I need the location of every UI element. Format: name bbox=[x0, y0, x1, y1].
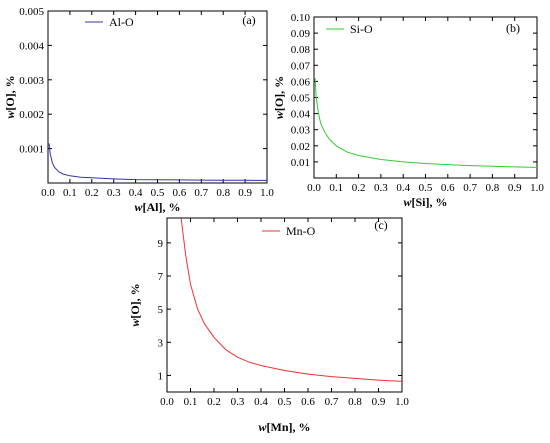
y-axis-label-var: w bbox=[3, 110, 17, 119]
x-tick-label: 0.6 bbox=[301, 396, 315, 408]
plot-frame bbox=[166, 217, 403, 393]
x-axis-label-rest: [Si], % bbox=[412, 195, 448, 209]
y-tick-label: 0.08 bbox=[291, 44, 311, 56]
panel-label: (b) bbox=[506, 21, 520, 35]
x-tick-label: 0.4 bbox=[254, 396, 268, 408]
x-tick-label: 0.6 bbox=[173, 187, 187, 199]
x-tick-label: 1.0 bbox=[260, 187, 274, 199]
y-tick-label: 0.03 bbox=[291, 125, 311, 137]
x-tick-label: 0.7 bbox=[463, 182, 477, 194]
plot-frame bbox=[47, 10, 268, 184]
x-axis-label-rest: [Mn], % bbox=[267, 420, 311, 434]
x-tick-label: 0.8 bbox=[348, 396, 362, 408]
y-tick-label: 5 bbox=[158, 304, 164, 316]
chart-panel-b: 0.0 0.1 0.2 0.3 0.4 0.5 0.6 0.7 0.8 0.9 1.0 0.01 0.0… bbox=[272, 12, 544, 209]
x-tick-label: 0.1 bbox=[329, 182, 343, 194]
x-tick-label: 0.0 bbox=[41, 187, 55, 199]
x-tick-label: 0.8 bbox=[216, 187, 230, 199]
x-tick-label: 0.6 bbox=[441, 182, 455, 194]
x-tick-label: 0.8 bbox=[486, 182, 500, 194]
x-tick-label: 0.1 bbox=[63, 187, 77, 199]
y-axis-label-rest: [O], % bbox=[128, 283, 142, 318]
y-axis-label-rest: [O], % bbox=[3, 75, 17, 110]
x-tick-label: 0.7 bbox=[194, 187, 208, 199]
x-tick-label: 0.1 bbox=[184, 396, 198, 408]
legend-label: Al-O bbox=[109, 15, 134, 29]
x-tick-label: 0.4 bbox=[396, 182, 410, 194]
series-line-al-o bbox=[48, 143, 267, 181]
plot-frame bbox=[313, 16, 538, 179]
panel-label: (a) bbox=[242, 13, 255, 27]
x-tick-label: 0.9 bbox=[238, 187, 252, 199]
x-tick-label: 0.0 bbox=[160, 396, 174, 408]
y-tick-label: 1 bbox=[158, 370, 164, 382]
y-tick-label: 0.07 bbox=[291, 60, 311, 72]
x-axis-label: w[Si], % bbox=[403, 195, 447, 209]
x-tick-label: 0.5 bbox=[419, 182, 433, 194]
y-tick-label: 0.02 bbox=[291, 141, 310, 153]
y-tick-label: 9 bbox=[158, 238, 164, 250]
x-axis-label-rest: [Al], % bbox=[143, 200, 181, 214]
y-tick-label: 0.06 bbox=[291, 76, 311, 88]
x-tick-label: 0.2 bbox=[85, 187, 99, 199]
y-tick-label: 0.003 bbox=[19, 75, 44, 87]
y-axis-label: w[O], % bbox=[3, 75, 17, 118]
x-tick-label: 0.9 bbox=[508, 182, 522, 194]
legend-label: Mn-O bbox=[286, 224, 316, 238]
x-axis-label-var: w bbox=[134, 200, 143, 214]
chart-panel-c: 0.0 0.1 0.2 0.3 0.4 0.5 0.6 0.7 0.8 0.9 1.0 1 3 5 7 9 Mn… bbox=[128, 217, 409, 434]
chart-panel-a: 0.0 0.1 0.2 0.3 0.4 0.5 0.6 0.7 0.8 0.9 1.0 0.001 0.… bbox=[3, 6, 274, 214]
y-tick-label: 7 bbox=[158, 271, 164, 283]
y-tick-label: 3 bbox=[158, 337, 164, 349]
x-tick-label: 1.0 bbox=[530, 182, 544, 194]
y-axis-label: w[O], % bbox=[272, 76, 286, 119]
y-tick-label: 0.04 bbox=[291, 109, 311, 121]
series-line-mn-o bbox=[180, 218, 402, 382]
y-axis-label-var: w bbox=[272, 110, 286, 119]
x-tick-label: 0.2 bbox=[207, 396, 221, 408]
x-axis-label-var: w bbox=[403, 195, 412, 209]
x-tick-label: 0.2 bbox=[352, 182, 366, 194]
x-tick-label: 0.3 bbox=[231, 396, 245, 408]
x-tick-label: 0.3 bbox=[374, 182, 388, 194]
y-tick-label: 0.005 bbox=[19, 6, 44, 18]
legend-label: Si-O bbox=[350, 22, 373, 36]
x-tick-label: 0.7 bbox=[325, 396, 339, 408]
x-tick-label: 1.0 bbox=[395, 396, 409, 408]
y-tick-label: 0.004 bbox=[19, 40, 44, 52]
x-tick-label: 0.5 bbox=[151, 187, 165, 199]
x-tick-label: 0.0 bbox=[307, 182, 321, 194]
x-tick-label: 0.5 bbox=[278, 396, 292, 408]
x-axis-label-var: w bbox=[258, 420, 267, 434]
y-axis-label-var: w bbox=[128, 318, 142, 327]
x-tick-label: 0.9 bbox=[372, 396, 386, 408]
x-tick-label: 0.4 bbox=[129, 187, 143, 199]
y-tick-label: 0.01 bbox=[291, 157, 310, 169]
y-tick-label: 0.10 bbox=[291, 12, 311, 24]
y-axis-label-rest: [O], % bbox=[272, 76, 286, 111]
y-tick-label: 0.002 bbox=[19, 109, 44, 121]
series-line-si-o bbox=[314, 78, 537, 168]
y-tick-label: 0.09 bbox=[291, 28, 311, 40]
x-axis-label: w[Al], % bbox=[134, 200, 180, 214]
x-tick-label: 0.3 bbox=[107, 187, 121, 199]
y-axis-label: w[O], % bbox=[128, 283, 142, 326]
x-axis-label: w[Mn], % bbox=[258, 420, 310, 434]
panel-label: (c) bbox=[374, 218, 387, 232]
y-tick-label: 0.001 bbox=[19, 144, 44, 156]
y-tick-label: 0.05 bbox=[291, 93, 311, 105]
